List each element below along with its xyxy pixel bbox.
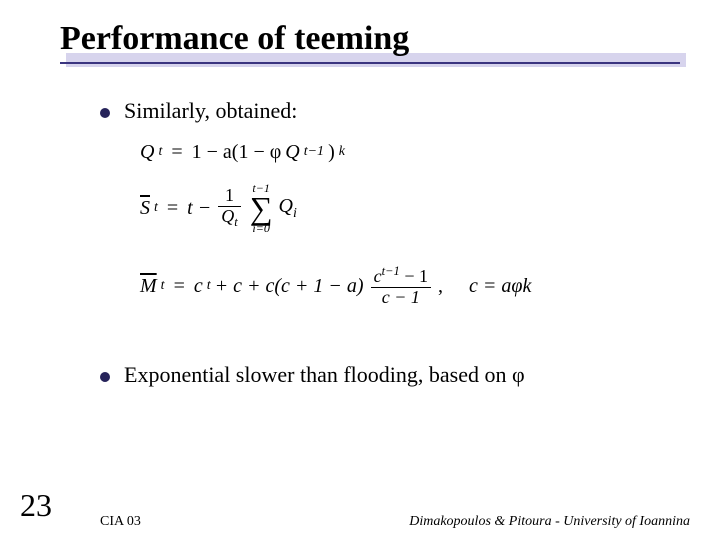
eq1-rhs-innervar: Q	[285, 140, 299, 164]
bullet-dot-icon	[100, 372, 110, 382]
eq3-lhs-sub: t	[161, 278, 165, 295]
eq3-plus1: + c + c(c + 1 − a)	[215, 274, 364, 298]
bullet-1-text: Similarly, obtained:	[124, 98, 297, 124]
footer-left: CIA 03	[100, 514, 141, 530]
eq2-lhs-sub: t	[154, 200, 158, 217]
eq2-sum-lower: i=0	[252, 222, 269, 234]
eq3-part1-sup: t	[207, 278, 211, 295]
eq1-rhs-close: )	[328, 140, 335, 164]
eq3-frac-num-sup: t−1	[382, 264, 400, 278]
eq2-frac-den-var: Q	[221, 206, 234, 226]
eq3-frac-num-base: c	[374, 266, 382, 286]
bullet-dot-icon	[100, 108, 110, 118]
eq1-rhs-lead: 1 − a(1 − φ	[192, 140, 282, 164]
eq2-sum-body: Qi	[279, 194, 297, 223]
eq3-tail: c = aφk	[469, 274, 531, 298]
eq2-equals: =	[162, 196, 183, 220]
eq1-lhs-sub: t	[158, 144, 162, 161]
eq2-frac-num: 1	[222, 186, 237, 206]
eq1-rhs-sup: k	[339, 144, 345, 161]
eq2-sum-body-var: Q	[279, 195, 293, 217]
eq1-rhs-innersub: t−1	[304, 144, 324, 161]
bullet-2: Exponential slower than flooding, based …	[100, 362, 680, 388]
bullet-1: Similarly, obtained:	[100, 98, 680, 124]
sigma-icon: ∑	[250, 194, 273, 223]
eq2-frac: 1 Qt	[218, 186, 241, 230]
eq1-equals: =	[166, 140, 187, 164]
slide-title: Performance of teeming	[60, 20, 680, 64]
title-wrap: Performance of teeming	[60, 20, 680, 64]
eq1-lhs-var: Q	[140, 140, 154, 164]
eq3-comma: ,	[438, 274, 443, 298]
equations-block: Qt = 1 − a(1 − φQt−1)k St = t − 1 Qt t−1	[100, 140, 680, 316]
eq2-frac-den-sub: t	[234, 215, 238, 229]
footer: CIA 03 Dimakopoulos & Pitoura - Universi…	[0, 514, 720, 530]
eq3-frac-den: c − 1	[379, 288, 423, 308]
eq3-frac-num-tail: − 1	[400, 266, 428, 286]
eq3-frac-num: ct−1 − 1	[371, 265, 431, 287]
eq3-frac: ct−1 − 1 c − 1	[371, 265, 431, 308]
equation-2: St = t − 1 Qt t−1 ∑ i=0 Qi	[140, 178, 680, 238]
eq3-lhs-bar: M	[140, 274, 157, 298]
slide: Performance of teeming Similarly, obtain…	[0, 0, 720, 540]
eq3-equals: =	[169, 274, 190, 298]
footer-right: Dimakopoulos & Pitoura - University of I…	[409, 514, 690, 530]
eq2-mid: t −	[187, 196, 211, 220]
eq2-lhs-bar: S	[140, 196, 150, 220]
content-area: Similarly, obtained: Qt = 1 − a(1 − φQt−…	[60, 88, 680, 388]
eq2-sigma: t−1 ∑ i=0	[250, 182, 273, 235]
equation-1: Qt = 1 − a(1 − φQt−1)k	[140, 140, 680, 164]
eq2-frac-den: Qt	[218, 207, 241, 230]
eq2-sum-body-sub: i	[293, 206, 297, 221]
bullet-2-text: Exponential slower than flooding, based …	[124, 362, 525, 388]
eq3-part1-base: c	[194, 274, 203, 298]
equation-3: Mt = ct + c + c(c + 1 − a) ct−1 − 1 c − …	[140, 256, 680, 316]
spacer	[100, 334, 680, 362]
